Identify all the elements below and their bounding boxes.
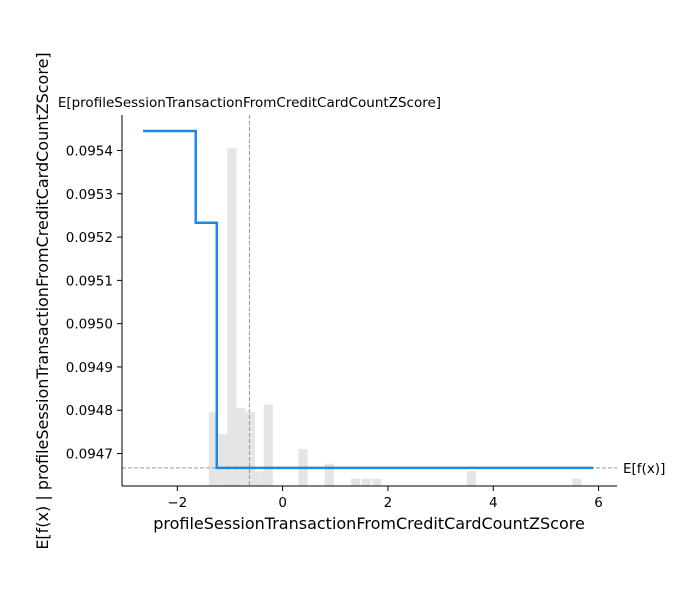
dependence-line (143, 129, 594, 470)
y-tick-label: 0.0949 (66, 360, 113, 376)
y-tick-label: 0.0947 (66, 447, 113, 463)
x-tick-label: 0 (278, 495, 287, 511)
histogram-bar (208, 411, 219, 486)
feature-histogram (208, 148, 582, 486)
y-tick-label: 0.0951 (66, 273, 113, 289)
x-tick-label: 2 (384, 495, 393, 511)
histogram-bar (466, 471, 477, 486)
y-tick-label: 0.0954 (66, 143, 113, 159)
x-tick-label: 6 (594, 495, 603, 511)
x-axis-ticks: −2 0 2 4 6 (167, 486, 603, 511)
histogram-bar (361, 478, 371, 486)
axes (121, 115, 617, 487)
x-tick-label: 4 (489, 495, 498, 511)
histogram-bar (572, 478, 582, 486)
histogram-bar (372, 478, 382, 486)
histogram-bar (236, 408, 246, 486)
y-tick-label: 0.0950 (66, 317, 113, 333)
histogram-bar (218, 434, 228, 486)
histogram-bar (254, 471, 264, 486)
histogram-bar (245, 411, 255, 486)
x-axis-title: profileSessionTransactionFromCreditCardC… (153, 514, 585, 533)
dependence-curve (143, 129, 594, 470)
x-tick-label: −2 (167, 495, 187, 511)
expected-output-label: E[f(x)] (623, 461, 665, 477)
y-axis-title: E[f(x) | profileSessionTransactionFromCr… (33, 52, 52, 549)
y-tick-label: 0.0953 (66, 187, 113, 203)
histogram-bar (324, 463, 334, 486)
y-tick-label: 0.0952 (66, 230, 113, 246)
histogram-bar (263, 404, 273, 486)
histogram-bar (351, 478, 361, 486)
y-axis-ticks: 0.0947 0.0948 0.0949 0.0950 0.0951 0.0952 0.09… (66, 143, 122, 463)
y-tick-label: 0.0948 (66, 403, 113, 419)
histogram-bar (227, 148, 237, 486)
expected-feature-label: E[profileSessionTransactionFromCreditCar… (58, 95, 441, 111)
